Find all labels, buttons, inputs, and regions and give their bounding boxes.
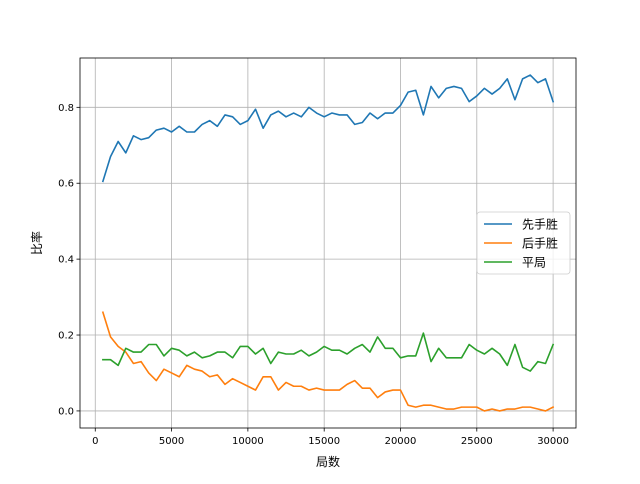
plot-frame (79, 57, 577, 429)
legend-label: 平局 (522, 256, 546, 270)
series-lines (101, 74, 555, 412)
y-tick-label: 0.8 (58, 103, 74, 114)
x-axis-label: 局数 (316, 454, 340, 469)
legend-label: 后手胜 (522, 236, 558, 251)
x-tick-label: 30000 (537, 436, 569, 447)
series-line-3 (102, 332, 555, 372)
x-tick-label: 25000 (461, 436, 493, 447)
x-tick-label: 20000 (385, 436, 417, 447)
y-axis-label: 比率 (29, 231, 44, 255)
y-tick-label: 0.2 (58, 331, 74, 342)
x-tick-label: 15000 (308, 436, 340, 447)
series-line-2 (101, 311, 555, 412)
axis-ticks: 0 5000 10000 15000 20000 25000 30000 0.0 0.2 0.4 0… (58, 103, 569, 447)
x-tick-label: 0 (92, 436, 98, 447)
x-tick-label: 5000 (159, 436, 184, 447)
y-tick-label: 0.0 (58, 406, 74, 417)
legend-label: 先手胜 (522, 217, 558, 232)
x-tick-label: 10000 (232, 436, 264, 447)
y-tick-label: 0.6 (58, 179, 74, 190)
legend-box (476, 211, 571, 275)
series-line-1 (101, 74, 555, 183)
y-tick-label: 0.4 (58, 255, 74, 266)
